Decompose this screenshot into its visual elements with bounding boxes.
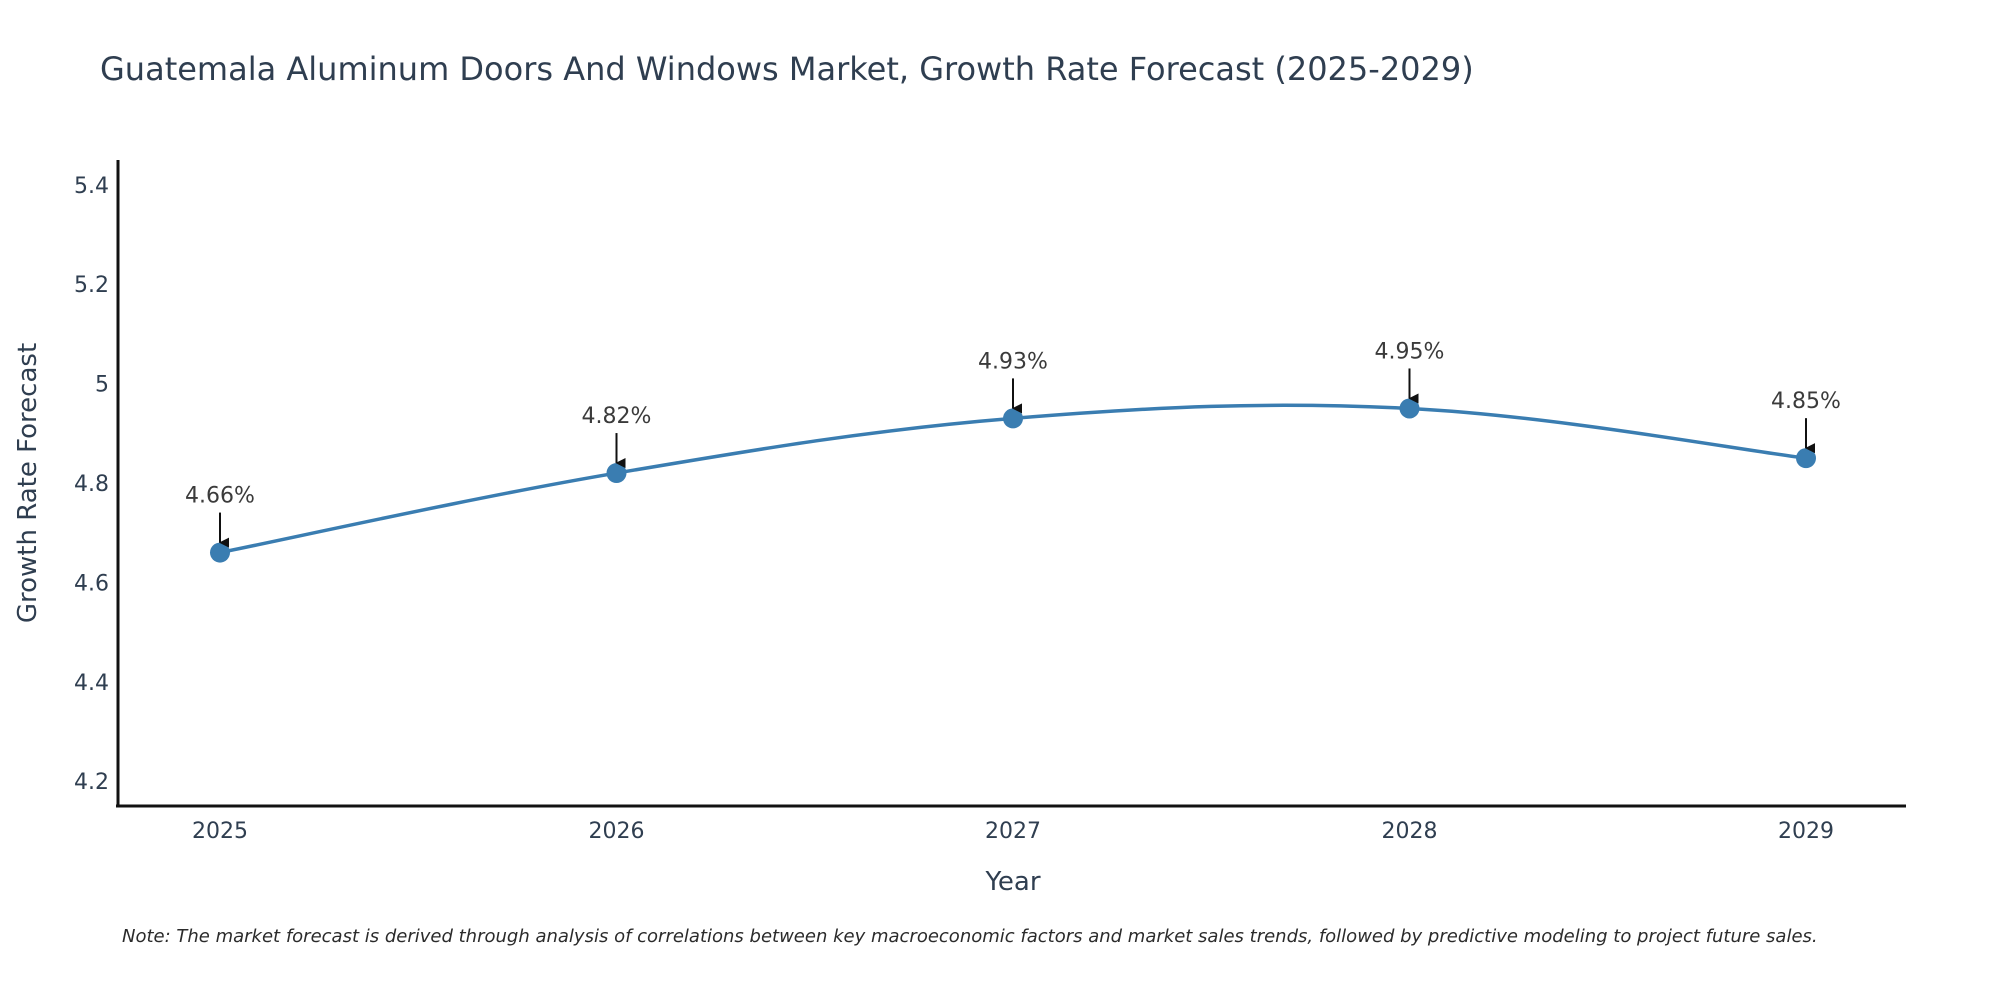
data-label-2026: 4.82% — [582, 404, 652, 429]
y-tick-label: 4.4 — [74, 671, 109, 696]
data-label-2028: 4.95% — [1375, 339, 1445, 364]
data-point-2029 — [1796, 448, 1816, 469]
data-point-2028 — [1399, 398, 1420, 419]
data-label-2027: 4.93% — [978, 349, 1048, 374]
x-tick-label: 2027 — [985, 819, 1041, 844]
chart-note: Note: The market forecast is derived thr… — [122, 926, 1818, 947]
x-axis-ticks: 2025 2026 2027 2028 2029 — [192, 819, 1834, 844]
y-tick-label: 4.6 — [74, 571, 109, 596]
y-axis-ticks: 4.2 4.4 4.6 4.8 5 5.2 5.4 — [74, 174, 109, 795]
x-tick-label: 2025 — [192, 819, 248, 844]
data-points — [210, 398, 1816, 563]
data-label-2029: 4.85% — [1771, 389, 1841, 414]
y-tick-label: 4.8 — [74, 472, 109, 497]
data-point-2026 — [606, 463, 627, 484]
x-tick-label: 2026 — [589, 819, 645, 844]
y-tick-label: 5 — [95, 373, 109, 398]
data-annotations: 4.66% 4.82% 4.93% 4.95% 4.85% — [185, 339, 1841, 548]
chart-title: Guatemala Aluminum Doors And Windows Mar… — [100, 50, 1474, 88]
data-point-2027 — [1003, 408, 1023, 429]
y-tick-label: 4.2 — [74, 770, 109, 795]
x-tick-label: 2028 — [1382, 819, 1438, 844]
data-point-2025 — [210, 542, 230, 563]
x-axis-title: Year — [984, 867, 1040, 897]
y-tick-label: 5.2 — [74, 273, 109, 298]
x-tick-label: 2029 — [1778, 819, 1834, 844]
y-tick-label: 5.4 — [74, 174, 109, 199]
data-label-2025: 4.66% — [185, 484, 255, 509]
y-axis-title: Growth Rate Forecast — [13, 343, 43, 623]
